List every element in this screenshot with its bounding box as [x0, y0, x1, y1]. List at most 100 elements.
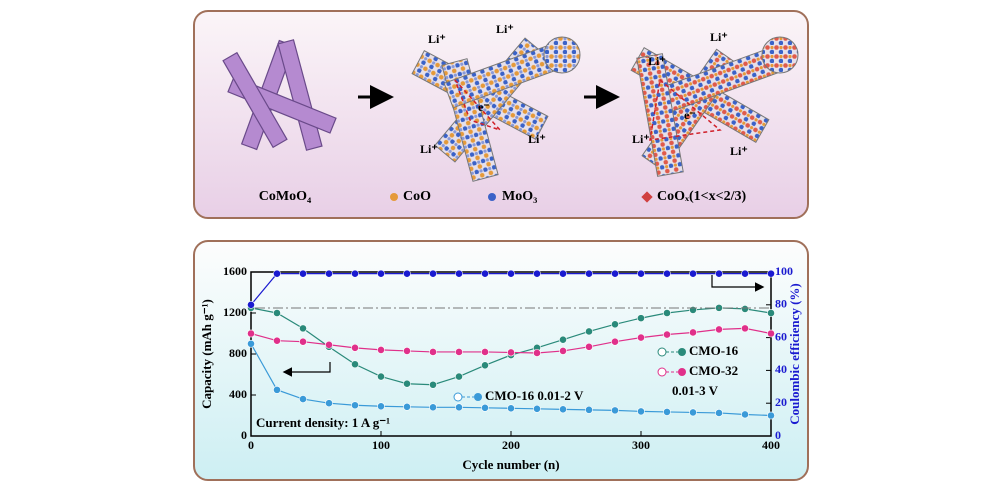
data-point: [689, 306, 697, 314]
axis-arrow: [282, 362, 331, 377]
data-point: [247, 339, 255, 348]
data-point: [663, 309, 671, 317]
y-tick-label: 1600: [223, 264, 247, 278]
electron-label: e⁻: [478, 100, 490, 114]
data-point: [637, 407, 645, 416]
label: CoO: [403, 189, 431, 204]
x-tick-label: 400: [762, 438, 780, 452]
data-point: [611, 320, 619, 329]
data-point: [455, 348, 463, 356]
x-tick-label: 300: [632, 438, 650, 452]
y2-tick-label: 80: [775, 297, 787, 311]
y-tick-label: 400: [229, 387, 247, 401]
data-point: [377, 345, 385, 354]
data-point: [585, 327, 593, 336]
data-point: [715, 269, 723, 278]
data-point: [299, 395, 307, 403]
y2-axis-label: Coulombic efficiency (%): [787, 283, 802, 425]
data-point: [559, 347, 567, 355]
data-point: [247, 300, 255, 309]
data-point: [689, 328, 697, 337]
data-point: [611, 269, 619, 278]
data-point: [403, 347, 411, 355]
annotation: 0.01-3 V: [672, 383, 719, 398]
data-point: [533, 269, 541, 278]
data-point: [507, 404, 515, 413]
electron-label: e⁻: [684, 108, 696, 122]
y-tick-label: 1200: [223, 305, 247, 319]
legend-marker: [678, 368, 686, 376]
data-point: [741, 410, 749, 419]
data-point: [767, 309, 775, 317]
data-point: [481, 269, 489, 278]
legend-marker-open: [657, 347, 667, 357]
data-point: [351, 360, 359, 369]
data-point: [663, 269, 671, 278]
li-label: Li⁺: [730, 144, 748, 158]
data-point: [299, 324, 307, 333]
data-point: [559, 335, 567, 344]
data-point: [325, 269, 333, 278]
li-label: Li⁺: [420, 142, 438, 156]
data-point: [559, 405, 567, 414]
li-label: Li⁺: [496, 22, 514, 36]
data-point: [663, 408, 671, 416]
electron-path: [649, 78, 722, 141]
data-point: [247, 329, 255, 338]
label: CoMoO₄: [259, 189, 312, 204]
y2-tick-label: 20: [775, 395, 787, 409]
li-label: Li⁺: [710, 30, 728, 44]
data-point: [273, 269, 281, 278]
data-point: [455, 372, 463, 381]
data-point: [559, 269, 567, 278]
data-point: [689, 408, 697, 417]
data-point: [741, 324, 749, 333]
data-point: [299, 337, 307, 346]
data-point: [377, 402, 385, 411]
data-point: [429, 380, 437, 389]
data-point: [377, 269, 385, 278]
electron-path: [454, 79, 503, 132]
data-point: [533, 349, 541, 357]
data-point: [715, 409, 723, 417]
label: MoO₃: [502, 189, 537, 204]
data-point: [403, 379, 411, 388]
data-point: [741, 304, 749, 313]
y2-tick-label: 100: [775, 264, 793, 278]
y-tick-label: 800: [229, 346, 247, 360]
legend-marker: [678, 348, 686, 356]
data-point: [637, 333, 645, 342]
x-tick-label: 200: [502, 438, 520, 452]
y2-tick-label: 60: [775, 329, 787, 343]
data-point: [273, 336, 281, 345]
y2-tick-label: 40: [775, 362, 787, 376]
data-point: [611, 337, 619, 346]
data-point: [767, 329, 775, 338]
label: CoOₓ(1<x<2/3): [657, 189, 747, 204]
legend-label: CMO-16 0.01-2 V: [485, 388, 584, 403]
bottom-panel: [193, 240, 809, 481]
li-label: Li⁺: [648, 54, 666, 68]
data-point: [325, 340, 333, 349]
data-point: [637, 314, 645, 323]
data-point: [663, 330, 671, 339]
moo3-icon: [488, 193, 496, 201]
coox-icon: [641, 191, 653, 203]
legend-marker-open: [453, 392, 463, 402]
data-point: [611, 406, 619, 415]
data-point: [429, 269, 437, 278]
data-point: [429, 403, 437, 412]
data-point: [767, 411, 775, 420]
coo-moo3-rods: [411, 36, 581, 182]
coox-rods: [630, 36, 799, 177]
legend-marker-open: [657, 367, 667, 377]
x-tick-label: 100: [372, 438, 390, 452]
axis-arrow: [711, 275, 765, 292]
data-point: [533, 404, 541, 413]
data-point: [299, 269, 307, 278]
data-point: [455, 403, 463, 412]
li-label: Li⁺: [428, 32, 446, 46]
data-point: [429, 348, 437, 356]
data-point: [273, 309, 281, 317]
